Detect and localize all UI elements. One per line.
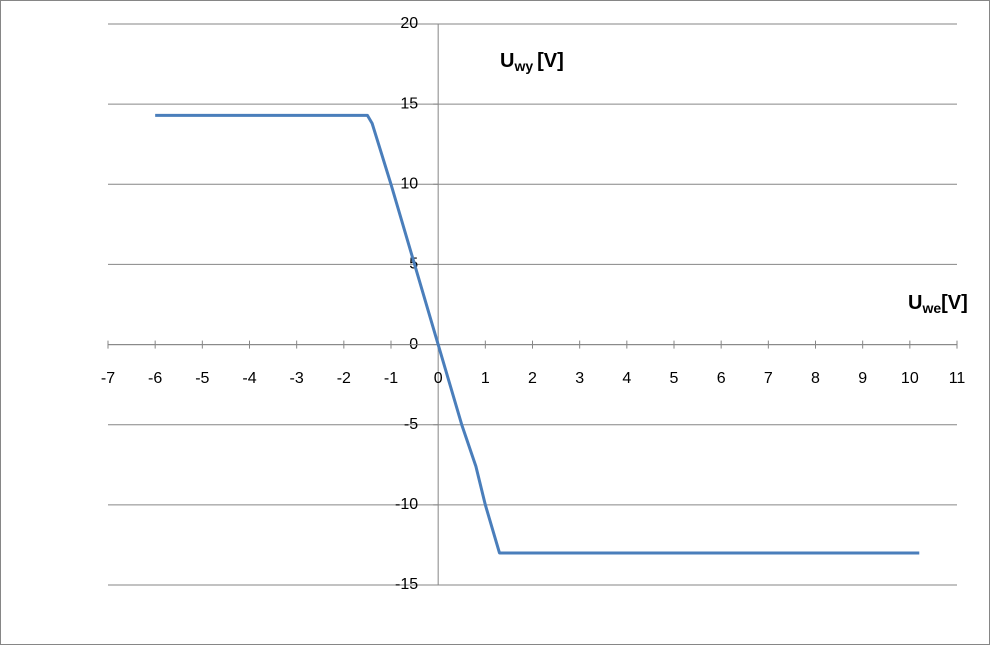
y-tick-label: -15 [395, 576, 418, 593]
y-tick-label: -5 [404, 416, 418, 433]
annotation-main: U [908, 292, 922, 314]
x-tick-label: 1 [481, 370, 490, 387]
y-tick-label: -10 [395, 496, 418, 513]
x-tick-label: -4 [242, 370, 256, 387]
x-tick-label: 7 [764, 370, 773, 387]
y-axis-annotation: Uwy [V] [500, 50, 564, 73]
y-tick-label: 15 [400, 95, 418, 112]
x-tick-label: -3 [290, 370, 304, 387]
y-tick-label: 20 [400, 15, 418, 32]
y-tick-label: 10 [400, 176, 418, 193]
annotation-main: U [500, 50, 514, 72]
x-tick-label: 6 [717, 370, 726, 387]
x-tick-label: 3 [575, 370, 584, 387]
x-tick-label: 0 [434, 370, 443, 387]
x-tick-label: 11 [949, 370, 966, 387]
x-tick-label: -7 [101, 370, 115, 387]
x-tick-label: -1 [384, 370, 398, 387]
x-tick-label: -5 [195, 370, 209, 387]
x-tick-label: 10 [901, 370, 919, 387]
x-tick-label: 2 [528, 370, 537, 387]
annotation-sub: wy [513, 58, 533, 74]
annotation-sub: we [921, 300, 941, 316]
x-axis-annotation: Uwe[V] [908, 292, 968, 315]
annotation-unit: [V] [941, 292, 968, 314]
x-tick-label: 8 [811, 370, 820, 387]
x-tick-label: -6 [148, 370, 162, 387]
data-line [155, 113, 920, 555]
x-tick-label: 5 [670, 370, 679, 387]
x-tick-label: 9 [858, 370, 867, 387]
x-tick-label: 4 [622, 370, 631, 387]
x-tick-label: -2 [337, 370, 351, 387]
annotation-unit: [V] [537, 50, 564, 72]
